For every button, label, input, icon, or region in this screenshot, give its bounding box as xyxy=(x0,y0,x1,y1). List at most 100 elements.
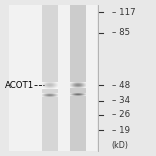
Bar xyxy=(73,82,74,83)
Bar xyxy=(72,87,73,88)
Bar xyxy=(76,82,77,83)
Text: – 19: – 19 xyxy=(112,126,130,135)
Bar xyxy=(70,85,71,86)
Bar xyxy=(70,87,71,88)
Bar xyxy=(74,85,75,86)
Bar xyxy=(44,84,45,85)
Bar xyxy=(47,81,48,82)
Text: – 48: – 48 xyxy=(112,80,130,90)
Bar xyxy=(50,81,51,82)
Bar xyxy=(77,82,78,83)
Bar xyxy=(70,82,71,83)
Bar xyxy=(45,83,46,84)
Bar xyxy=(83,86,84,87)
Bar xyxy=(73,87,74,88)
Bar xyxy=(83,83,84,84)
Bar xyxy=(79,83,80,84)
Bar xyxy=(54,86,55,87)
Bar xyxy=(78,82,79,83)
Bar xyxy=(47,86,48,87)
Bar xyxy=(81,86,82,87)
Bar xyxy=(82,84,83,85)
Bar xyxy=(53,88,54,89)
Bar xyxy=(45,81,46,82)
Bar xyxy=(42,85,43,86)
Bar xyxy=(54,84,55,85)
Bar xyxy=(53,87,54,88)
Bar xyxy=(46,83,47,84)
Bar xyxy=(45,82,46,83)
Bar xyxy=(51,83,52,84)
Bar xyxy=(73,86,74,87)
Bar xyxy=(43,85,44,86)
Bar xyxy=(43,87,44,88)
Bar xyxy=(57,84,58,85)
Bar xyxy=(75,83,76,84)
Bar xyxy=(85,87,86,88)
Bar xyxy=(82,85,83,86)
Bar xyxy=(52,82,53,83)
Bar xyxy=(56,84,57,85)
Bar xyxy=(50,83,51,84)
Bar xyxy=(72,82,73,83)
Bar xyxy=(56,83,57,84)
Bar xyxy=(71,82,72,83)
Bar xyxy=(81,85,82,86)
Bar xyxy=(79,85,80,86)
Bar xyxy=(56,88,57,89)
Bar xyxy=(50,85,51,86)
Bar xyxy=(54,88,55,89)
Bar xyxy=(82,82,83,83)
Bar xyxy=(83,82,84,83)
Bar xyxy=(46,84,47,85)
Bar xyxy=(45,88,46,89)
Bar xyxy=(42,82,43,83)
Bar xyxy=(53,81,54,82)
Bar xyxy=(54,81,55,82)
Bar xyxy=(56,86,57,87)
Bar xyxy=(83,87,84,88)
Bar xyxy=(51,86,52,87)
Bar xyxy=(47,83,48,84)
Bar xyxy=(46,86,47,87)
Bar xyxy=(84,82,85,83)
Bar xyxy=(77,83,78,84)
Bar xyxy=(71,83,72,84)
Bar xyxy=(48,84,49,85)
Bar xyxy=(70,86,71,87)
Bar xyxy=(57,86,58,87)
Bar xyxy=(81,87,82,88)
Bar xyxy=(70,84,71,85)
Bar xyxy=(45,85,46,86)
Bar xyxy=(81,82,82,83)
Bar xyxy=(82,86,83,87)
Bar xyxy=(83,85,84,86)
Bar xyxy=(55,82,56,83)
Bar xyxy=(57,81,58,82)
Bar xyxy=(52,84,53,85)
Bar xyxy=(70,5,86,151)
Bar xyxy=(73,85,74,86)
Bar xyxy=(72,83,73,84)
Bar xyxy=(48,88,49,89)
Bar xyxy=(54,85,55,86)
Bar xyxy=(72,84,73,85)
Bar xyxy=(52,87,53,88)
Bar xyxy=(85,82,86,83)
Bar xyxy=(56,87,57,88)
Bar xyxy=(48,87,49,88)
Bar xyxy=(75,86,76,87)
Bar xyxy=(81,84,82,85)
Bar xyxy=(74,82,75,83)
Bar xyxy=(50,88,51,89)
Bar xyxy=(49,82,50,83)
Bar xyxy=(50,82,51,83)
Bar xyxy=(42,83,43,84)
Bar xyxy=(43,83,44,84)
Bar xyxy=(50,86,51,87)
Bar xyxy=(75,82,76,83)
Bar xyxy=(84,84,85,85)
Bar xyxy=(80,85,81,86)
Bar xyxy=(76,84,77,85)
Bar xyxy=(82,87,83,88)
